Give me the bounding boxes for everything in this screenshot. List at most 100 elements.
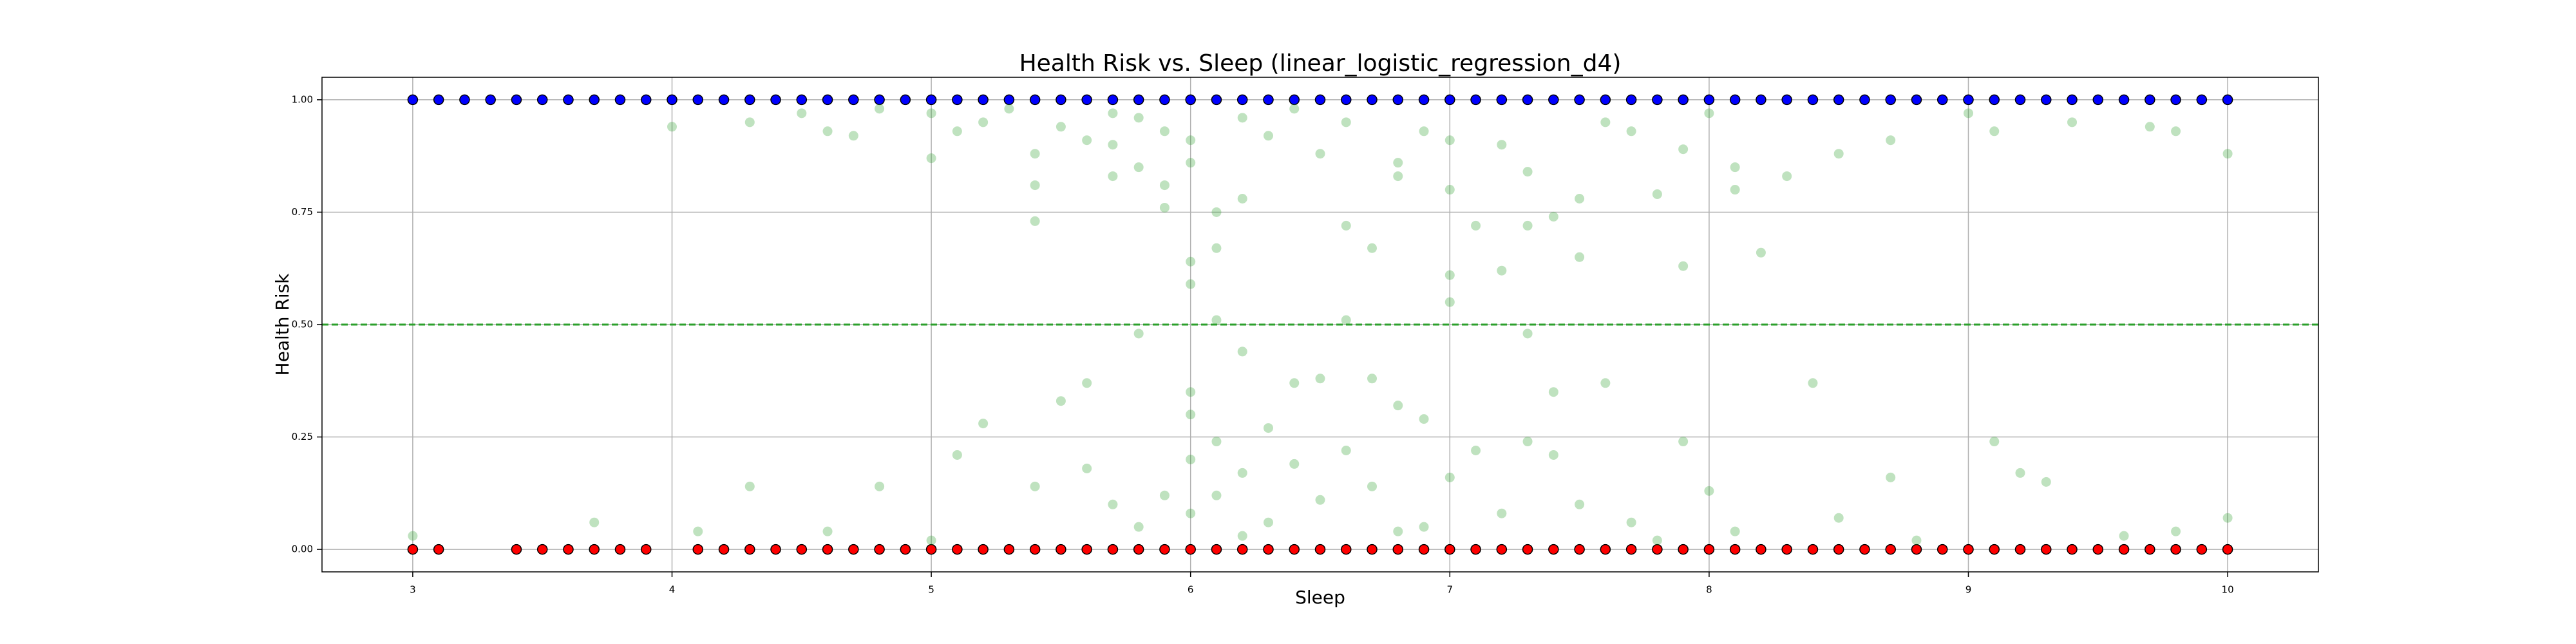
point <box>822 544 833 555</box>
point <box>1004 104 1014 114</box>
point <box>1470 94 1481 106</box>
point <box>1159 94 1170 106</box>
point <box>1211 437 1222 447</box>
point <box>1185 94 1196 106</box>
point <box>1393 158 1403 168</box>
point <box>1704 486 1714 496</box>
point <box>2145 544 2155 555</box>
point <box>1341 445 1351 455</box>
point <box>2092 544 2104 555</box>
point <box>614 94 626 106</box>
point <box>1341 220 1351 231</box>
point <box>1263 544 1274 555</box>
point <box>1548 450 1558 460</box>
point <box>407 94 419 106</box>
point <box>2067 544 2078 555</box>
point <box>1730 185 1740 195</box>
point <box>875 481 885 491</box>
point <box>1496 94 1508 106</box>
y-tick-label: 0.25 <box>292 431 313 442</box>
point <box>1186 387 1196 397</box>
point <box>1186 256 1196 267</box>
point <box>2145 122 2155 132</box>
point <box>1419 414 1429 424</box>
x-tick-label: 6 <box>1188 584 1194 596</box>
point <box>1652 544 1663 555</box>
point <box>1236 544 1248 555</box>
point <box>1522 328 1533 339</box>
point <box>1963 544 1974 555</box>
y-tick-label: 1.00 <box>292 93 313 105</box>
x-tick-label: 7 <box>1447 584 1454 596</box>
point <box>744 94 755 106</box>
point <box>1289 378 1300 388</box>
point <box>693 526 703 536</box>
point <box>1393 526 1403 536</box>
point <box>1029 544 1041 555</box>
point <box>1237 468 1247 478</box>
point <box>874 544 885 555</box>
point <box>1082 378 1092 388</box>
point <box>1625 544 1637 555</box>
point <box>614 544 626 555</box>
point <box>1003 94 1015 106</box>
point <box>2222 513 2233 523</box>
point <box>744 117 755 128</box>
point <box>1989 544 2000 555</box>
point <box>926 535 936 545</box>
point <box>1652 535 1662 545</box>
point <box>1186 279 1196 289</box>
x-tick-label: 8 <box>1706 584 1712 596</box>
point <box>1522 220 1533 231</box>
point <box>1185 544 1196 555</box>
point <box>1003 544 1015 555</box>
point <box>1548 387 1558 397</box>
point <box>1159 490 1170 500</box>
point <box>1756 544 1766 555</box>
y-tick-label: 0.50 <box>292 319 313 330</box>
point <box>511 94 522 106</box>
point <box>1548 544 1559 555</box>
point <box>407 544 419 555</box>
chart-title: Health Risk vs. Sleep (linear_logistic_r… <box>1019 50 1622 77</box>
point <box>1186 508 1196 518</box>
point <box>822 126 833 137</box>
point <box>589 94 600 106</box>
point <box>1522 167 1533 177</box>
point <box>1418 544 1430 555</box>
point <box>1781 544 1792 555</box>
x-tick-label: 3 <box>410 584 416 596</box>
point <box>978 94 989 106</box>
point <box>589 517 600 527</box>
point <box>2196 94 2208 106</box>
point <box>1393 171 1403 182</box>
point <box>1497 508 1507 518</box>
point <box>1859 94 1870 106</box>
point <box>1159 544 1170 555</box>
point <box>1133 94 1144 106</box>
point <box>1937 94 1948 106</box>
point <box>1367 374 1378 384</box>
point <box>978 419 989 429</box>
point <box>1108 108 1118 118</box>
point <box>1807 544 1819 555</box>
point <box>640 94 652 106</box>
x-tick-label: 5 <box>928 584 934 596</box>
point <box>1522 544 1533 555</box>
point <box>1237 113 1247 123</box>
point <box>1625 94 1637 106</box>
x-tick-label: 10 <box>2222 584 2234 596</box>
point <box>667 122 677 132</box>
point <box>1756 247 1766 258</box>
point <box>926 108 936 118</box>
point <box>978 544 989 555</box>
point <box>952 126 962 137</box>
point <box>1081 94 1092 106</box>
point <box>1314 544 1326 555</box>
point <box>433 544 444 555</box>
point <box>1833 149 1844 159</box>
point <box>1211 544 1222 555</box>
point <box>1729 544 1741 555</box>
point <box>1393 401 1403 411</box>
point <box>1263 517 1273 527</box>
